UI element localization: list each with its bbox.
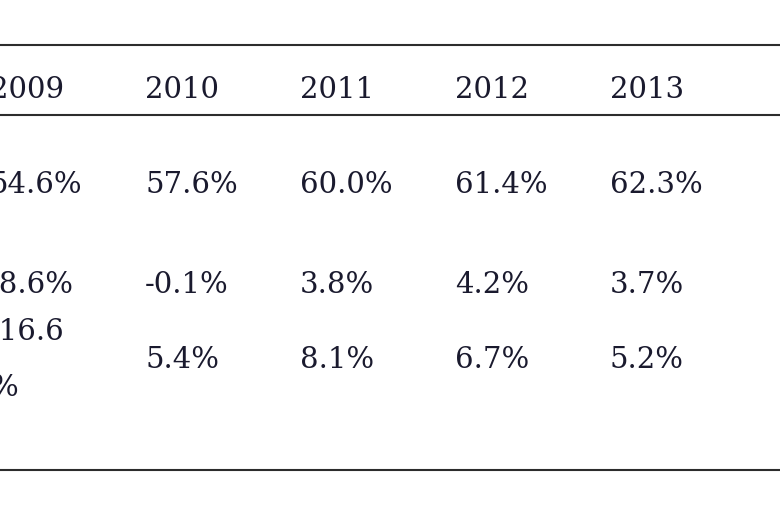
Text: 5.4%: 5.4% xyxy=(145,346,219,374)
Text: 8.1%: 8.1% xyxy=(300,346,374,374)
Text: 5.2%: 5.2% xyxy=(610,346,684,374)
Text: 57.6%: 57.6% xyxy=(145,171,238,199)
Text: 2010: 2010 xyxy=(145,76,219,104)
Text: 4.2%: 4.2% xyxy=(455,271,529,299)
Text: 62.3%: 62.3% xyxy=(610,171,703,199)
Text: 2011: 2011 xyxy=(300,76,374,104)
Text: 3.7%: 3.7% xyxy=(610,271,684,299)
Text: 61.4%: 61.4% xyxy=(455,171,548,199)
Text: %: % xyxy=(0,374,18,402)
Text: 2013: 2013 xyxy=(610,76,684,104)
Text: 3.8%: 3.8% xyxy=(300,271,374,299)
Text: 2009: 2009 xyxy=(0,76,64,104)
Text: 6.7%: 6.7% xyxy=(455,346,530,374)
Text: 54.6%: 54.6% xyxy=(0,171,83,199)
Text: 60.0%: 60.0% xyxy=(300,171,392,199)
Text: -8.6%: -8.6% xyxy=(0,271,74,299)
Text: -16.6: -16.6 xyxy=(0,318,65,346)
Text: -0.1%: -0.1% xyxy=(145,271,229,299)
Text: 2012: 2012 xyxy=(455,76,529,104)
